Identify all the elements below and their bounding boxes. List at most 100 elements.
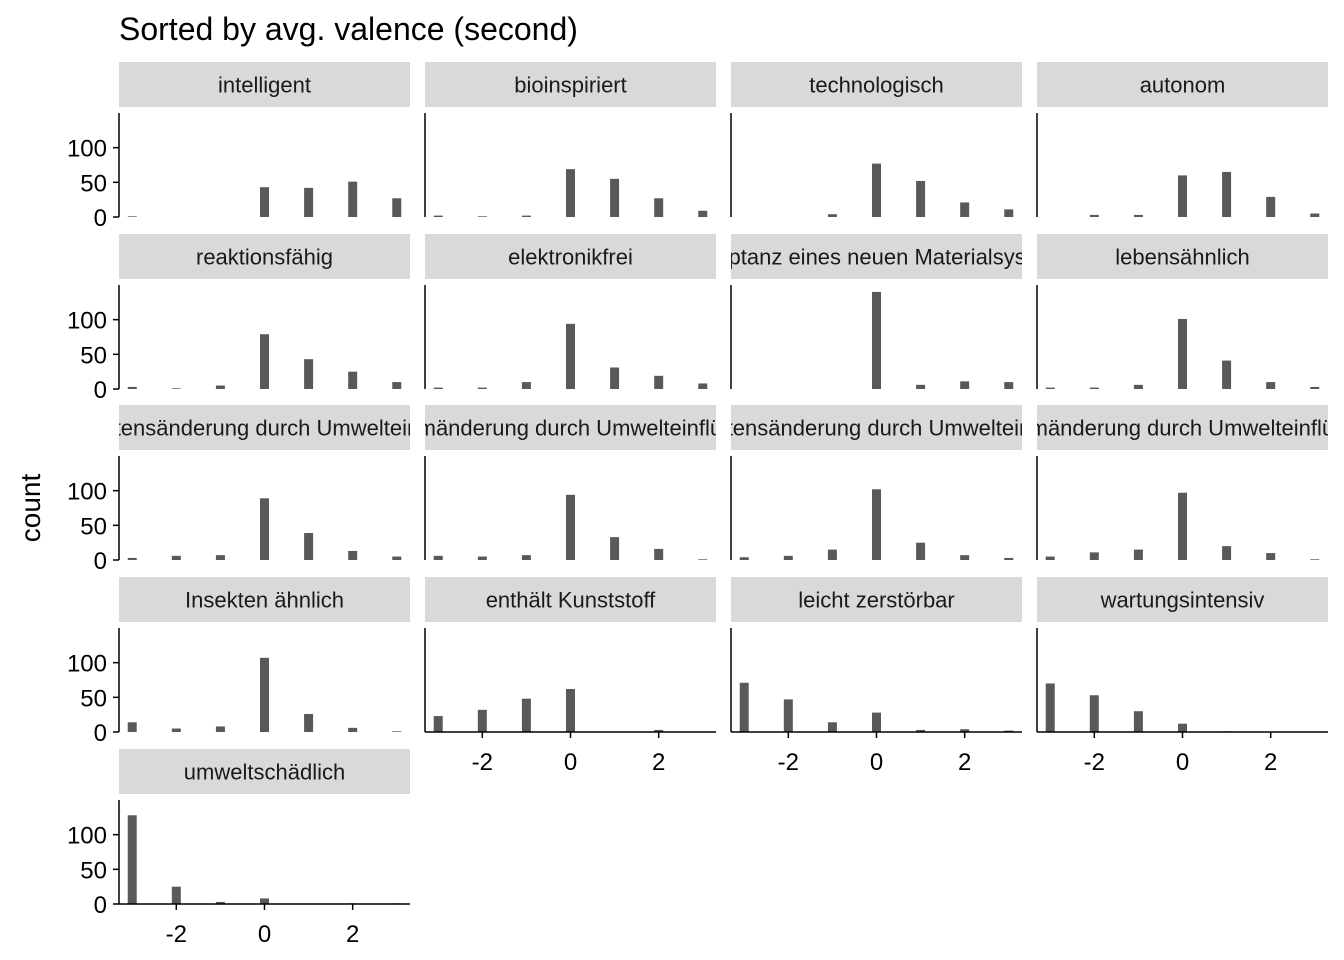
bar [171, 886, 181, 904]
bar [433, 716, 443, 732]
bar [215, 726, 225, 732]
facet-strip-label: wartungsintensiv [1100, 588, 1265, 613]
bar [698, 383, 708, 389]
facet-panel: autonom [1036, 62, 1328, 217]
bar [1266, 382, 1276, 389]
bar [392, 556, 402, 560]
facet-panel: reaktionsfähig 0 50 100 [67, 234, 410, 404]
bar [304, 532, 314, 560]
facet-strip-label: umweltschädlich [184, 760, 345, 785]
facet-strip-label: technologisch [809, 73, 944, 98]
bar [739, 682, 749, 732]
bar [1178, 492, 1187, 560]
bar [392, 198, 402, 217]
facet-strip-label: Verhaltensänderung durch Umwelteinflüsse [664, 416, 1088, 441]
bar [215, 555, 225, 560]
bar [783, 699, 793, 732]
x-tick-label: 0 [258, 921, 271, 948]
bar [348, 550, 358, 560]
bar [1089, 214, 1099, 217]
facet-strip [1037, 234, 1328, 279]
facet-strip [1037, 577, 1328, 622]
bar [654, 548, 664, 560]
bar [260, 334, 269, 389]
facet-strip [425, 577, 716, 622]
facet-strip-label: reaktionsfähig [196, 245, 333, 270]
bar [215, 901, 225, 904]
bar [960, 555, 970, 560]
facet-strip [119, 62, 410, 107]
y-tick-label: 0 [94, 548, 107, 575]
facet-panel: technologisch [730, 62, 1022, 217]
facet-strip-label: Insekten ähnlich [185, 588, 344, 613]
bar [783, 555, 793, 560]
facet-strip-label: leicht zerstörbar [798, 588, 955, 613]
bar [171, 555, 181, 560]
bar [521, 698, 531, 732]
y-tick-label: 100 [67, 308, 107, 335]
bar [872, 291, 881, 389]
y-tick-label: 100 [67, 136, 107, 163]
bar [1266, 553, 1276, 560]
bar [260, 657, 269, 732]
bar [872, 712, 881, 732]
x-tick-label: 2 [1264, 749, 1277, 776]
bar [127, 722, 137, 732]
y-tick-label: 0 [94, 377, 107, 404]
bar [960, 202, 970, 217]
bar [1178, 318, 1187, 389]
y-tick-label: 50 [80, 685, 107, 712]
facet-panel: Insekten ähnlich 0 50 100 [67, 577, 410, 747]
bar [521, 382, 531, 389]
bar [1266, 196, 1276, 217]
y-tick-label: 0 [94, 205, 107, 232]
bar [566, 169, 575, 217]
facet-strip-label: intelligent [218, 73, 311, 98]
facet-panel: intelligent 0 50 100 [67, 62, 410, 232]
facet-panel: bioinspiriert [424, 62, 716, 217]
bar [215, 385, 225, 389]
y-tick-label: 50 [80, 170, 107, 197]
bar [521, 215, 531, 217]
bar [1089, 695, 1099, 732]
bar [1310, 386, 1320, 389]
bar [1178, 175, 1187, 217]
y-tick-label: 100 [67, 651, 107, 678]
y-tick-label: 100 [67, 479, 107, 506]
bar [1178, 723, 1187, 732]
facet-strip-label: autonom [1140, 73, 1226, 98]
facet-panel: elektronikfrei [424, 234, 716, 389]
facet-strip [1037, 405, 1328, 450]
facet-strip [119, 577, 410, 622]
bar [1045, 387, 1055, 389]
bar [1045, 683, 1055, 732]
bar [304, 187, 314, 217]
facet-panels: intelligent 0 50 100 bioinspiriert technologi… [52, 62, 1344, 948]
bar [654, 375, 664, 389]
bar [1222, 171, 1232, 217]
y-axis-label: count [15, 474, 46, 543]
bar [260, 187, 269, 217]
x-tick-label: 0 [564, 749, 577, 776]
bar [960, 381, 970, 389]
x-tick-label: 0 [870, 749, 883, 776]
bar [566, 323, 575, 389]
facet-panel: wartungsintensiv -2 0 2 [1036, 577, 1328, 776]
bar [477, 387, 487, 389]
facet-strip-label: Formänderung durch Umwelteinflüsse [997, 416, 1344, 441]
y-tick-label: 0 [94, 892, 107, 919]
bar [610, 537, 620, 560]
x-tick-label: 0 [1176, 749, 1189, 776]
x-tick-label: -2 [472, 749, 493, 776]
bar [872, 489, 881, 560]
facet-strip [119, 405, 410, 450]
bar [433, 215, 443, 217]
facet-panel: Formänderung durch Umwelteinflüsse [997, 405, 1344, 560]
bar [477, 556, 487, 560]
bar [610, 367, 620, 389]
chart-title: Sorted by avg. valence (second) [119, 11, 578, 47]
bar [566, 494, 575, 560]
facet-strip-label: Verhaltensänderung durch Umwelteinflüsse [52, 416, 476, 441]
bar [304, 359, 314, 389]
